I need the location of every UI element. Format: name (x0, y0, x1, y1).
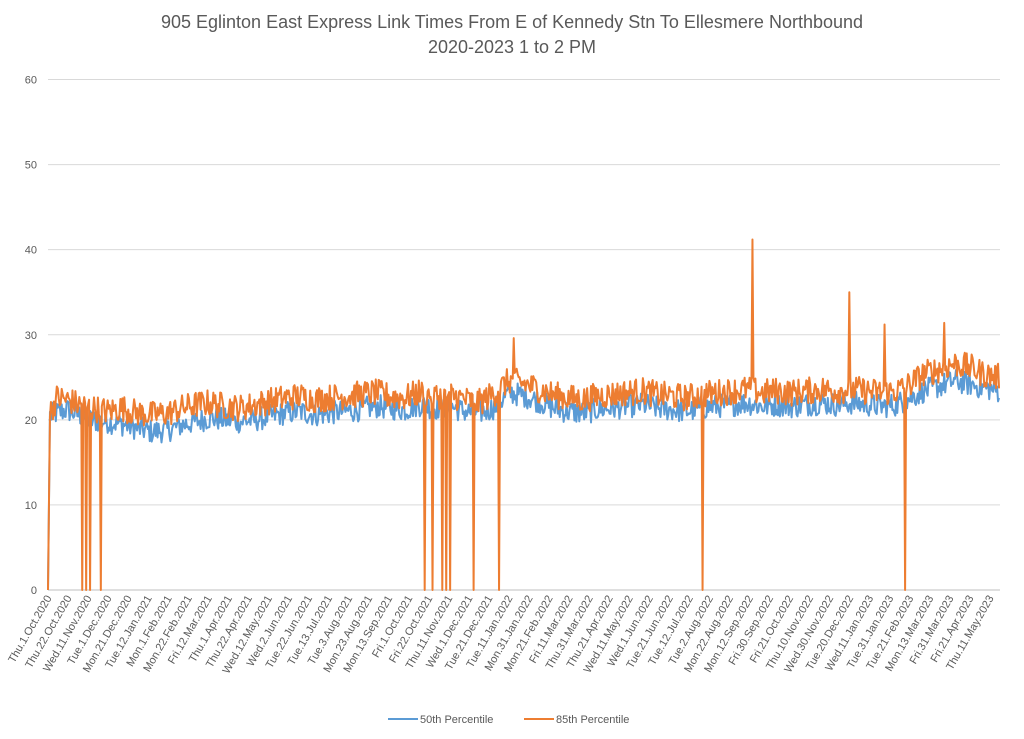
y-tick-label: 10 (25, 500, 37, 512)
x-axis: Thu.1.Oct.2020Thu.22.Oct.2020Wed.11.Nov.… (6, 594, 996, 676)
legend-label-50th: 50th Percentile (420, 714, 493, 726)
chart-title: 905 Eglinton East Express Link Times Fro… (0, 10, 1024, 60)
y-tick-label: 60 (25, 75, 37, 87)
series-line-50th (47, 369, 1000, 591)
gridlines (48, 79, 1000, 591)
y-tick-label: 40 (25, 245, 37, 257)
y-tick-label: 20 (25, 415, 37, 427)
chart-title-line-1: 905 Eglinton East Express Link Times Fro… (160, 12, 864, 32)
y-tick-label: 30 (25, 330, 37, 342)
legend: 50th Percentile 85th Percentile (388, 714, 629, 726)
legend-label-85th: 85th Percentile (556, 714, 629, 726)
y-tick-label: 50 (25, 160, 37, 172)
chart-title-line-2: 2020-2023 1 to 2 PM (427, 37, 597, 57)
y-axis: 0 10 20 30 40 50 60 (25, 75, 37, 598)
y-tick-label: 0 (31, 585, 37, 597)
series-line-85th (47, 238, 1001, 591)
series-lines (47, 238, 1001, 591)
